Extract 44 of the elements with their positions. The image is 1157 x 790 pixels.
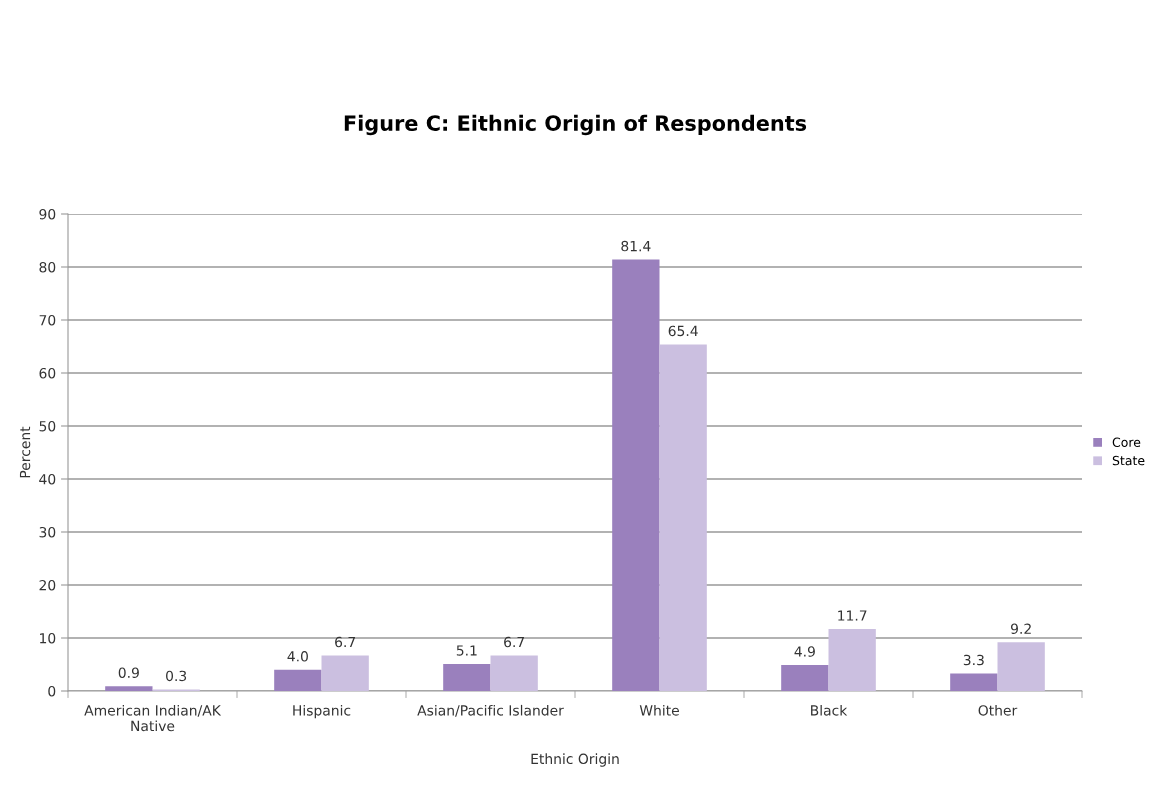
legend-label: State bbox=[1112, 455, 1145, 466]
x-tick-label: Black bbox=[811, 704, 848, 716]
data-label: 0.9 bbox=[118, 667, 139, 678]
data-label: 4.9 bbox=[794, 646, 815, 657]
y-tick-label: 50 bbox=[39, 420, 56, 432]
data-label: 6.7 bbox=[504, 636, 525, 648]
bar bbox=[321, 655, 369, 691]
y-tick-label: 20 bbox=[39, 579, 56, 591]
x-tick-label: Asian/Pacific Islander bbox=[417, 704, 564, 717]
data-label: 5.1 bbox=[456, 645, 477, 656]
data-label: 9.2 bbox=[1010, 623, 1031, 634]
bar bbox=[997, 642, 1045, 691]
bar bbox=[781, 665, 829, 691]
x-tick-label: American Indian/AK Native bbox=[84, 704, 222, 732]
x-axis-title: Ethnic Origin bbox=[531, 753, 619, 767]
bar bbox=[443, 663, 491, 691]
y-axis-title: Percent bbox=[19, 426, 31, 478]
y-tick-label: 10 bbox=[40, 632, 56, 644]
y-tick-label: 70 bbox=[39, 314, 56, 326]
legend-label: Core bbox=[1112, 437, 1141, 447]
data-label: 0.3 bbox=[166, 670, 187, 682]
data-label: 81.4 bbox=[621, 240, 651, 252]
y-tick-label: 60 bbox=[39, 367, 56, 379]
x-tick-label: Hispanic bbox=[293, 704, 351, 719]
bar bbox=[828, 628, 876, 691]
bar bbox=[490, 655, 538, 691]
bar bbox=[274, 669, 322, 691]
y-tick-label: 40 bbox=[39, 473, 56, 485]
chart-title: Figure C: Eithnic Origin of Respondents bbox=[344, 114, 807, 136]
y-tick-label: 90 bbox=[39, 208, 56, 220]
data-label: 4.0 bbox=[287, 651, 308, 662]
x-tick-label: White bbox=[639, 704, 679, 716]
bar bbox=[612, 259, 660, 691]
y-tick-label: 30 bbox=[39, 526, 56, 538]
bar bbox=[659, 344, 707, 691]
data-label: 6.7 bbox=[335, 636, 356, 648]
data-label: 11.7 bbox=[838, 610, 867, 621]
x-tick-label: Other bbox=[978, 704, 1018, 716]
y-tick-label: 80 bbox=[39, 261, 56, 273]
y-tick-label: 0 bbox=[48, 685, 56, 697]
data-label: 3.3 bbox=[963, 654, 984, 666]
bar bbox=[105, 686, 153, 691]
data-label: 65.4 bbox=[668, 325, 698, 337]
bar bbox=[950, 673, 998, 691]
